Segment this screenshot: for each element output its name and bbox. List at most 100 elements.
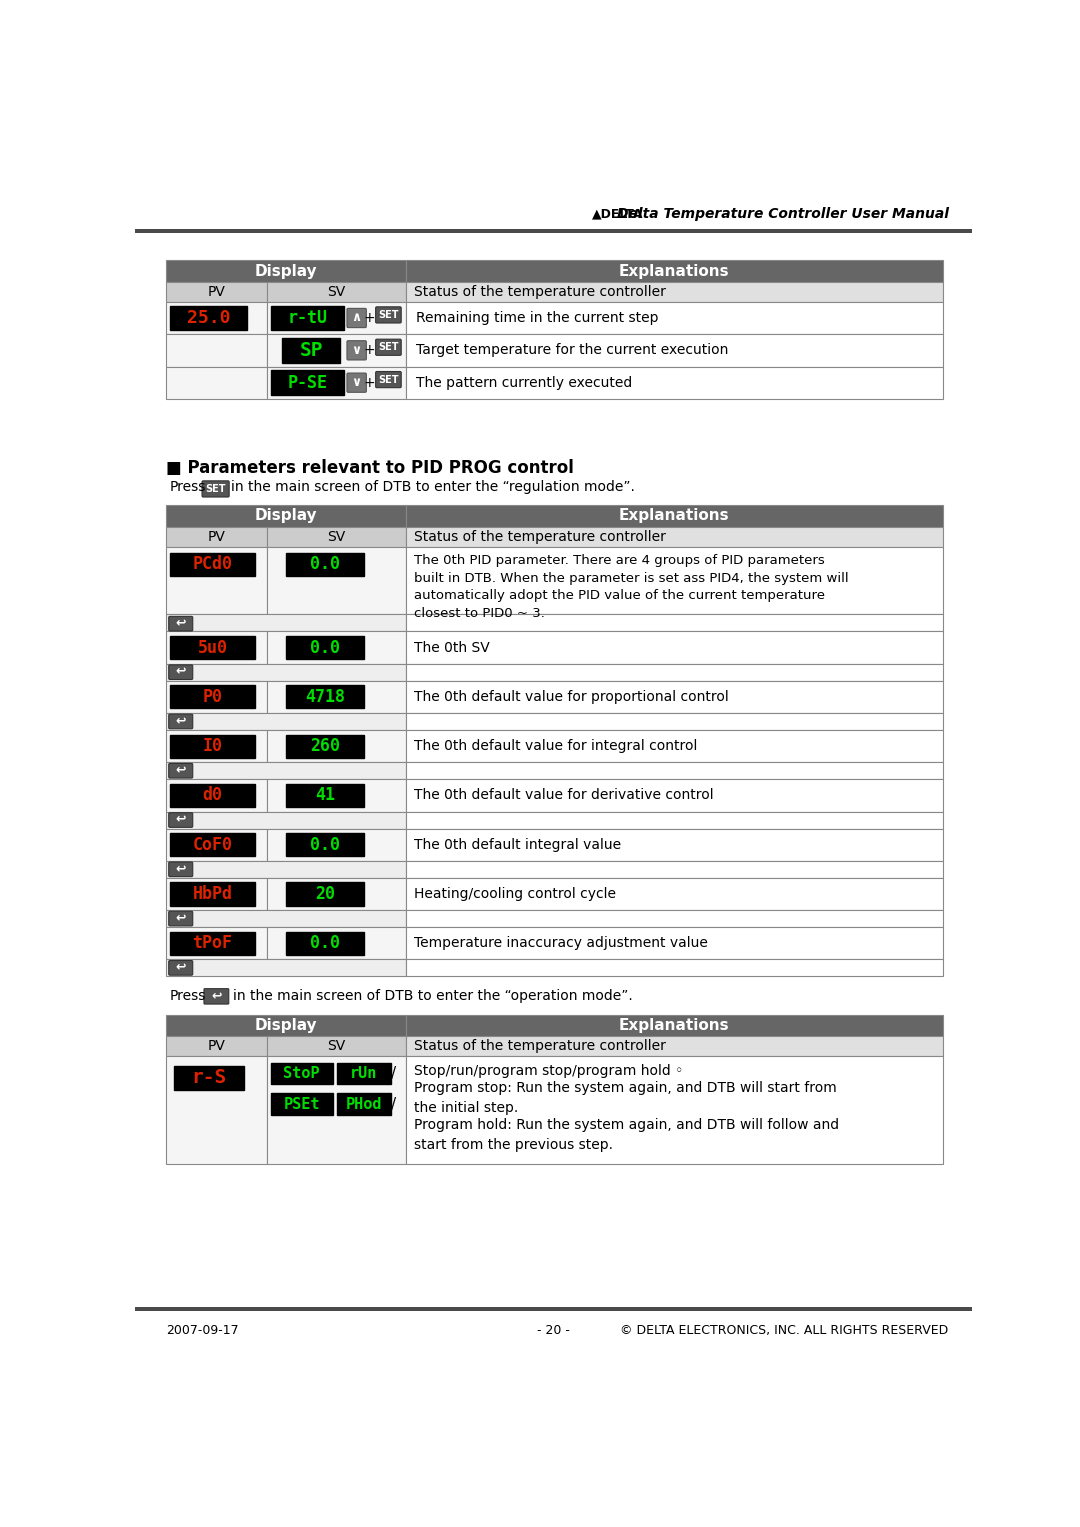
Bar <box>166 861 406 878</box>
Text: CoF0: CoF0 <box>192 835 232 854</box>
Bar <box>166 681 267 713</box>
Bar <box>286 931 364 954</box>
Bar <box>166 910 406 927</box>
Text: SET: SET <box>378 310 399 321</box>
Text: r-S: r-S <box>191 1069 226 1087</box>
Bar <box>170 883 255 906</box>
Bar <box>406 334 943 366</box>
Text: ↩: ↩ <box>175 666 186 678</box>
Bar <box>406 302 943 334</box>
Bar <box>135 229 972 232</box>
Bar <box>267 334 406 366</box>
Text: Program stop: Run the system again, and DTB will start from
the initial step.: Program stop: Run the system again, and … <box>414 1081 837 1115</box>
Text: r-tU: r-tU <box>287 308 327 327</box>
Bar <box>286 734 364 757</box>
Bar <box>166 927 267 959</box>
Text: ↩: ↩ <box>175 814 186 826</box>
Bar <box>174 1066 243 1090</box>
Bar <box>170 553 255 576</box>
Text: d0: d0 <box>203 786 222 805</box>
Bar <box>337 1063 391 1084</box>
Bar <box>406 762 943 779</box>
Text: - 20 -: - 20 - <box>537 1324 570 1338</box>
Text: ∨: ∨ <box>352 344 362 357</box>
Text: 25.0: 25.0 <box>187 308 230 327</box>
Text: in the main screen of DTB to enter the “operation mode”.: in the main screen of DTB to enter the “… <box>232 988 633 1003</box>
Bar <box>406 282 943 302</box>
Text: P0: P0 <box>203 687 222 705</box>
Text: Delta Temperature Controller User Manual: Delta Temperature Controller User Manual <box>617 208 948 221</box>
Text: SET: SET <box>205 484 226 493</box>
Bar <box>170 637 255 660</box>
Bar <box>267 681 406 713</box>
Bar <box>170 305 247 330</box>
FancyBboxPatch shape <box>168 715 192 728</box>
Bar <box>286 834 364 857</box>
Bar <box>166 631 267 664</box>
Text: The 0th SV: The 0th SV <box>414 640 489 655</box>
Bar <box>170 783 255 806</box>
Bar <box>406 505 943 527</box>
Text: Program hold: Run the system again, and DTB will follow and
start from the previ: Program hold: Run the system again, and … <box>414 1118 839 1151</box>
Bar <box>166 730 267 762</box>
Bar <box>286 637 364 660</box>
Bar <box>267 366 406 399</box>
Bar <box>406 829 943 861</box>
FancyBboxPatch shape <box>168 863 192 876</box>
Bar <box>271 1093 333 1115</box>
Bar <box>166 779 267 811</box>
Bar <box>166 959 406 976</box>
Bar <box>166 1037 267 1057</box>
Text: © DELTA ELECTRONICS, INC. ALL RIGHTS RESERVED: © DELTA ELECTRONICS, INC. ALL RIGHTS RES… <box>621 1324 948 1338</box>
Text: Explanations: Explanations <box>619 508 730 524</box>
Bar <box>166 1015 406 1037</box>
FancyBboxPatch shape <box>168 764 192 779</box>
Text: tPoF: tPoF <box>192 935 232 953</box>
Bar <box>406 681 943 713</box>
Text: P-SE: P-SE <box>287 374 327 391</box>
Text: 4718: 4718 <box>305 687 345 705</box>
FancyBboxPatch shape <box>347 341 366 360</box>
Text: Status of the temperature controller: Status of the temperature controller <box>414 530 666 544</box>
Bar <box>166 614 406 631</box>
Bar <box>170 931 255 954</box>
Text: ∧: ∧ <box>352 312 362 325</box>
Bar <box>170 686 255 709</box>
Bar <box>267 302 406 334</box>
FancyBboxPatch shape <box>376 339 401 356</box>
Bar <box>267 927 406 959</box>
Bar <box>406 527 943 547</box>
Bar <box>166 282 267 302</box>
Text: +: + <box>363 344 375 357</box>
Text: SV: SV <box>327 286 346 299</box>
Bar <box>406 779 943 811</box>
Bar <box>166 1057 267 1164</box>
FancyBboxPatch shape <box>347 373 366 392</box>
Text: Press: Press <box>170 988 206 1003</box>
Text: The 0th default value for integral control: The 0th default value for integral contr… <box>414 739 698 753</box>
Text: ↩: ↩ <box>175 962 186 974</box>
Text: I0: I0 <box>203 738 222 756</box>
Text: 0.0: 0.0 <box>310 638 340 657</box>
FancyBboxPatch shape <box>168 960 192 976</box>
Text: ∨: ∨ <box>352 376 362 389</box>
Text: 5u0: 5u0 <box>198 638 228 657</box>
Text: The 0th default value for proportional control: The 0th default value for proportional c… <box>414 690 729 704</box>
Text: Target temperature for the current execution: Target temperature for the current execu… <box>416 344 728 357</box>
Bar <box>406 547 943 614</box>
Text: 0.0: 0.0 <box>310 556 340 574</box>
Text: ▲DELTA: ▲DELTA <box>592 208 644 220</box>
Text: /: / <box>391 1066 395 1081</box>
Text: StoP: StoP <box>283 1066 320 1081</box>
Bar <box>166 302 267 334</box>
Bar <box>406 878 943 910</box>
FancyBboxPatch shape <box>168 812 192 828</box>
Text: 0.0: 0.0 <box>310 935 340 953</box>
Bar <box>271 371 345 395</box>
Text: Status of the temperature controller: Status of the temperature controller <box>414 286 666 299</box>
Bar <box>166 829 267 861</box>
Bar <box>166 366 267 399</box>
Text: PV: PV <box>207 286 226 299</box>
Text: Display: Display <box>255 1019 318 1034</box>
Bar <box>267 779 406 811</box>
